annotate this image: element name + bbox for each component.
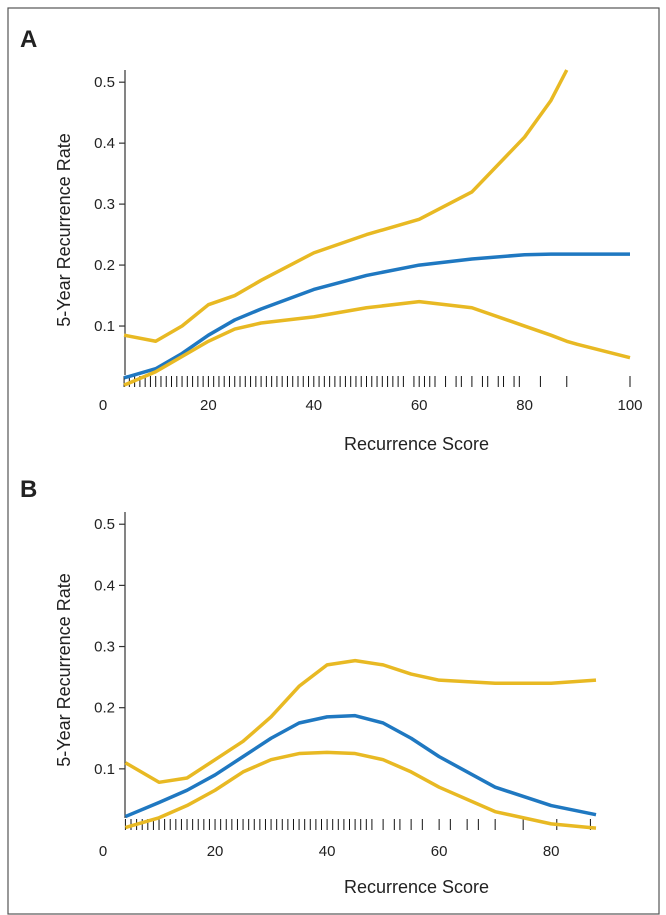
y-tick-label: 0.2 — [94, 257, 115, 274]
y-tick-label: 0.1 — [94, 761, 115, 778]
x-tick-label: 20 — [207, 843, 224, 860]
y-tick-label: 0.4 — [94, 135, 115, 152]
curve — [124, 750, 597, 830]
x-tick-label: 60 — [431, 843, 448, 860]
x-tick-label: 100 — [617, 397, 642, 414]
x-tick-label: 0 — [99, 397, 107, 414]
x-tick-label: 20 — [200, 397, 217, 414]
y-tick-label: 0.3 — [94, 639, 115, 656]
y-tick-label: 0.2 — [94, 700, 115, 717]
panel-label: A — [20, 26, 37, 53]
x-tick-label: 80 — [543, 843, 560, 860]
y-axis-label: 5-Year Recurrence Rate — [54, 573, 74, 766]
x-axis-label: Recurrence Score — [344, 434, 489, 454]
y-tick-label: 0.5 — [94, 74, 115, 91]
x-tick-label: 40 — [305, 397, 322, 414]
y-tick-label: 0.3 — [94, 196, 115, 213]
x-axis-label: Recurrence Score — [344, 877, 489, 897]
x-tick-label: 40 — [319, 843, 336, 860]
frame — [7, 7, 660, 915]
x-tick-label: 60 — [411, 397, 428, 414]
curve — [124, 713, 597, 819]
x-tick-label: 0 — [99, 843, 107, 860]
curve — [123, 252, 630, 380]
curve — [123, 69, 569, 344]
y-tick-label: 0.5 — [94, 516, 115, 533]
x-tick-label: 80 — [516, 397, 533, 414]
y-tick-label: 0.4 — [94, 577, 115, 594]
curve — [123, 299, 631, 387]
y-tick-label: 0.1 — [94, 318, 115, 335]
curve — [124, 658, 597, 785]
y-axis-label: 5-Year Recurrence Rate — [54, 133, 74, 326]
panel-label: B — [20, 476, 37, 503]
